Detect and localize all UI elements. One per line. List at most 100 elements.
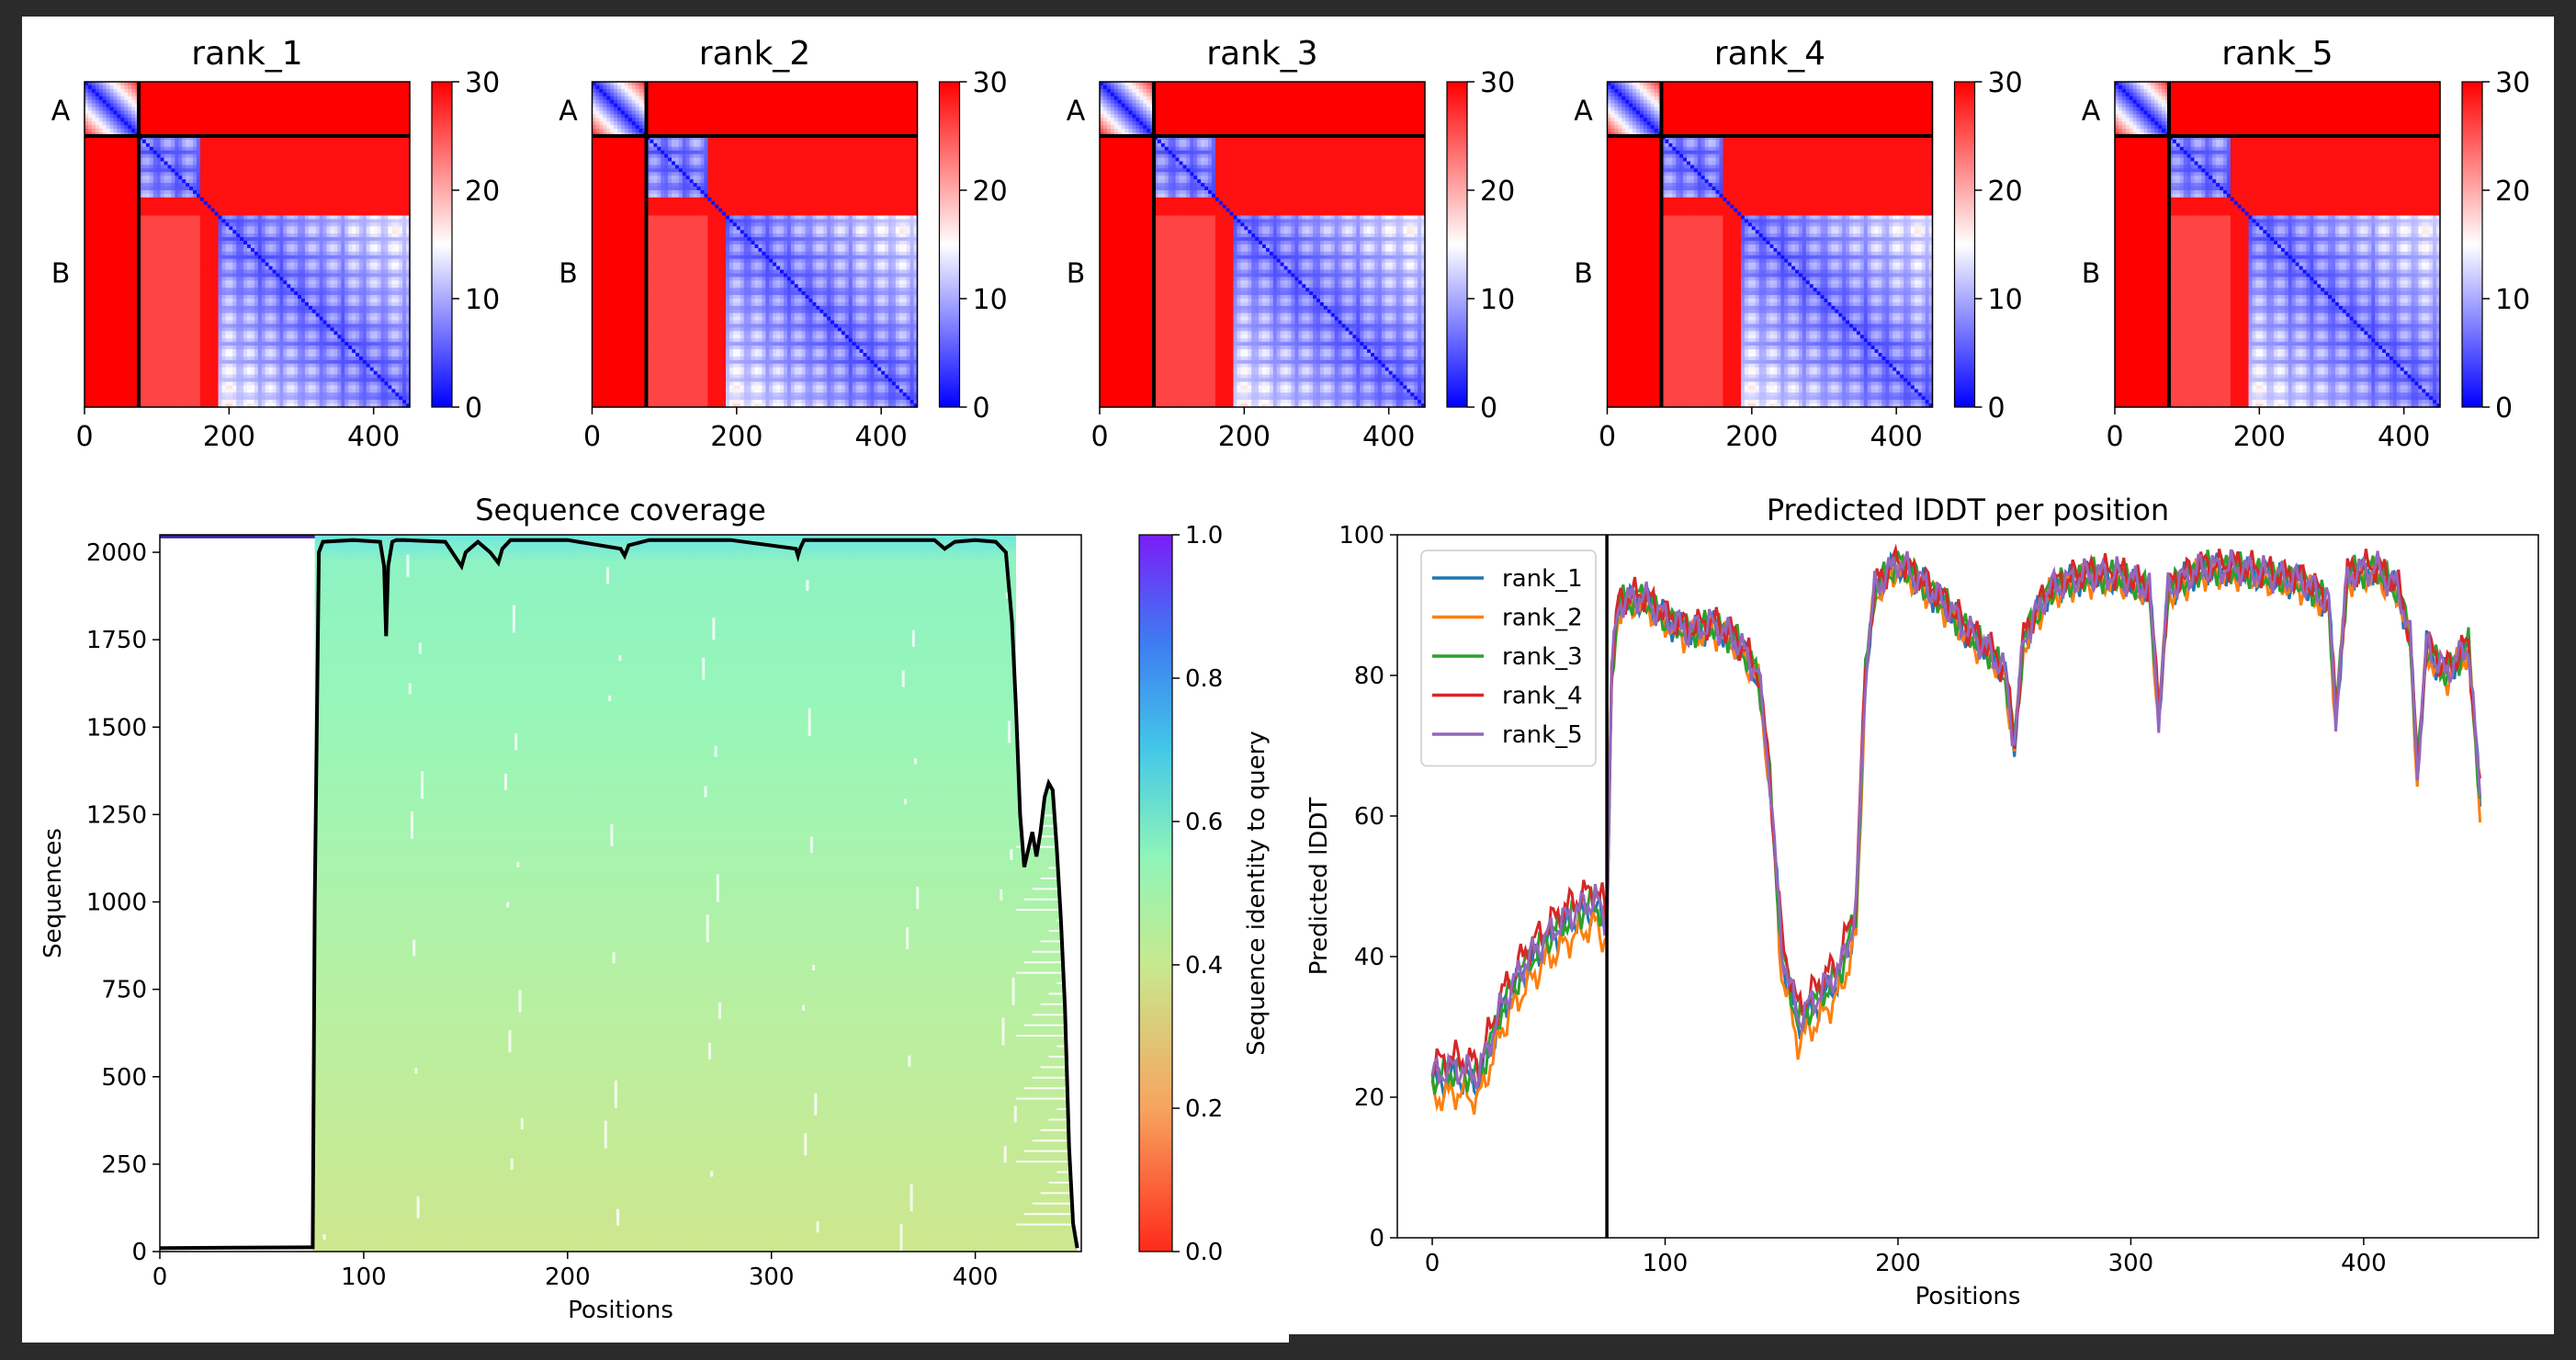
pae-cell	[312, 226, 317, 231]
pae-cell	[402, 96, 407, 101]
pae-cell	[247, 108, 252, 112]
pae-cell	[117, 194, 121, 198]
pae-cell	[99, 164, 104, 169]
pae-cell	[323, 140, 328, 144]
pae-cell	[197, 248, 201, 253]
pae-cell	[341, 255, 345, 260]
pae-cell	[370, 162, 375, 166]
pae-cell	[247, 168, 252, 173]
pae-cell	[348, 248, 353, 253]
pae-cell	[99, 241, 104, 245]
pae-cell	[258, 154, 263, 159]
pae-cell	[99, 190, 104, 195]
pae-cell	[178, 205, 183, 210]
pae-cell	[189, 233, 194, 238]
pae-cell	[157, 110, 162, 115]
pae-cell	[103, 158, 107, 163]
pae-cell	[142, 93, 147, 97]
pae-cell	[323, 89, 328, 94]
pae-cell	[384, 168, 389, 173]
pae-cell	[243, 259, 248, 264]
pae-cell	[301, 121, 306, 126]
pae-cell	[333, 96, 338, 101]
pae-cell	[341, 151, 345, 155]
pae-cell	[367, 209, 371, 213]
pae-cell	[236, 162, 241, 166]
pae-cell	[113, 118, 118, 122]
pae-cell	[208, 108, 212, 112]
pae-cell	[221, 244, 226, 249]
pae-cell	[219, 216, 223, 221]
pae-cell	[262, 158, 266, 163]
pae-cell	[388, 147, 392, 152]
pae-cell	[240, 226, 244, 231]
pae-cell	[254, 172, 259, 176]
pae-cell	[131, 172, 136, 176]
pae-cell	[266, 194, 270, 198]
pae-cell	[330, 230, 334, 234]
pae-cell	[352, 100, 356, 105]
pae-cell	[367, 129, 371, 133]
pae-cell	[171, 125, 175, 130]
pae-cell	[395, 263, 400, 267]
pae-cell	[345, 140, 349, 144]
pae-cell	[301, 110, 306, 115]
pae-cell	[150, 212, 154, 217]
pae-cell	[236, 244, 241, 249]
pae-cell	[142, 114, 147, 119]
pae-cell	[333, 179, 338, 184]
pae-cell	[204, 108, 209, 112]
pae-cell	[391, 110, 396, 115]
pae-cell	[276, 190, 280, 195]
pae-cell	[236, 121, 241, 126]
pae-cell	[266, 209, 270, 213]
pae-cell	[301, 147, 306, 152]
pae-cell	[370, 179, 375, 184]
pae-cell	[348, 118, 353, 122]
pae-cell	[142, 252, 147, 256]
pae-cell	[175, 118, 179, 122]
pae-cell	[110, 252, 115, 256]
pae-cell	[161, 244, 165, 249]
pae-cell	[247, 201, 252, 206]
pae-cell	[312, 140, 317, 144]
pae-cell	[107, 212, 111, 217]
pae-cell	[254, 100, 259, 105]
pae-cell	[273, 108, 277, 112]
pae-cell	[330, 201, 334, 206]
pae-cell	[370, 244, 375, 249]
pae-cell	[189, 183, 194, 187]
pae-cell	[276, 114, 280, 119]
pae-cell	[219, 100, 223, 105]
pae-cell	[92, 129, 96, 133]
pae-cell	[320, 108, 324, 112]
pae-cell	[150, 222, 154, 227]
pae-cell	[92, 198, 96, 202]
pae-cell	[211, 143, 216, 148]
pae-cell	[283, 85, 288, 90]
pae-cell	[178, 100, 183, 105]
pae-cell	[128, 104, 132, 108]
pae-cell	[287, 230, 291, 234]
pae-cell	[341, 230, 345, 234]
pae-cell	[254, 237, 259, 242]
pae-cell	[395, 93, 400, 97]
pae-cell	[146, 248, 151, 253]
pae-cell	[225, 190, 230, 195]
pae-cell	[316, 230, 321, 234]
pae-cell	[103, 209, 107, 213]
pae-cell	[103, 194, 107, 198]
pae-cell	[175, 151, 179, 155]
pae-cell	[399, 114, 403, 119]
pae-cell	[367, 85, 371, 90]
pae-cell	[221, 85, 226, 90]
pae-cell	[388, 187, 392, 191]
pae-cell	[345, 194, 349, 198]
pae-cell	[193, 151, 198, 155]
pae-cell	[359, 219, 364, 223]
pae-cell	[348, 255, 353, 260]
pae-cell	[131, 158, 136, 163]
pae-cell	[323, 125, 328, 130]
pae-cell	[243, 89, 248, 94]
pae-cell	[258, 108, 263, 112]
